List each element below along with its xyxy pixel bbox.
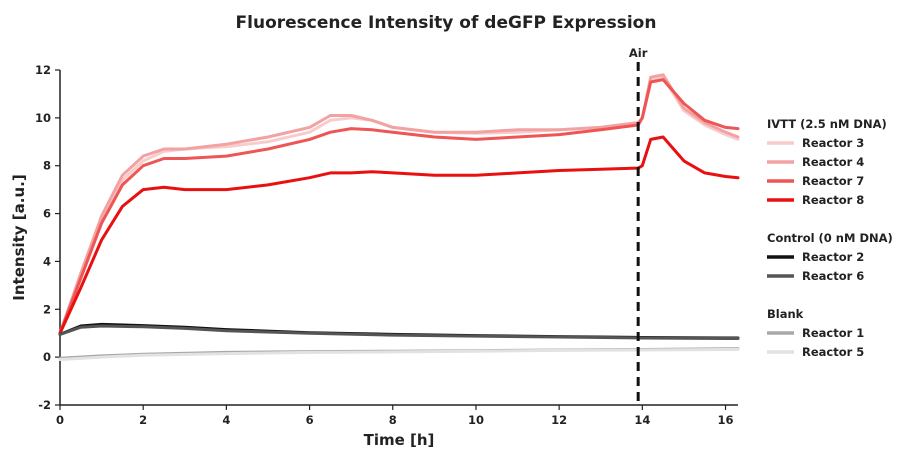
series-line-reactor-8 <box>58 135 740 335</box>
y-tick-label: 0 <box>43 350 51 364</box>
x-tick-label: 14 <box>634 413 650 427</box>
legend-label: Reactor 5 <box>802 345 864 359</box>
y-tick-label: 12 <box>35 63 51 77</box>
series-line-reactor-5 <box>58 348 740 361</box>
y-tick-label: 6 <box>43 207 51 221</box>
x-tick-label: 12 <box>551 413 567 427</box>
y-tick-label: -2 <box>38 398 51 412</box>
y-axis-label: Intensity [a.u.] <box>10 174 28 300</box>
y-tick-label: 2 <box>43 302 51 316</box>
series-line-reactor-7 <box>58 78 740 335</box>
x-tick-label: 4 <box>222 413 230 427</box>
series-line-reactor-6 <box>58 324 740 340</box>
legend-group-title: Control (0 nM DNA) <box>767 231 893 245</box>
legend-group-title: IVTT (2.5 nM DNA) <box>767 117 887 131</box>
series-line-reactor-4 <box>58 73 740 335</box>
y-tick-label: 8 <box>43 159 51 173</box>
y-tick-label: 10 <box>35 111 51 125</box>
plot-area: -2 0 2 4 6 8 10 12 0 2 4 6 8 10 12 14 16 Air <box>35 46 740 427</box>
x-tick-label: 16 <box>718 413 734 427</box>
legend-label: Reactor 2 <box>802 250 864 264</box>
legend-label: Reactor 8 <box>802 193 864 207</box>
legend-label: Reactor 6 <box>802 269 864 283</box>
y-tick-label: 4 <box>43 254 51 268</box>
x-tick-label: 2 <box>139 413 147 427</box>
air-annotation-label: Air <box>629 46 648 60</box>
x-tick-label: 0 <box>56 413 64 427</box>
series-line-reactor-3 <box>58 75 740 335</box>
legend-label: Reactor 4 <box>802 155 864 169</box>
x-tick-label: 8 <box>389 413 397 427</box>
legend-group-title: Blank <box>767 307 804 321</box>
x-tick-label: 10 <box>468 413 484 427</box>
x-axis-label: Time [h] <box>364 431 435 449</box>
x-tick-label: 6 <box>306 413 314 427</box>
legend-label: Reactor 1 <box>802 326 864 340</box>
chart-title: Fluorescence Intensity of deGFP Expressi… <box>236 13 657 33</box>
legend: IVTT (2.5 nM DNA) Reactor 3 Reactor 4 React… <box>767 117 893 359</box>
legend-label: Reactor 3 <box>802 136 864 150</box>
legend-label: Reactor 7 <box>802 174 864 188</box>
